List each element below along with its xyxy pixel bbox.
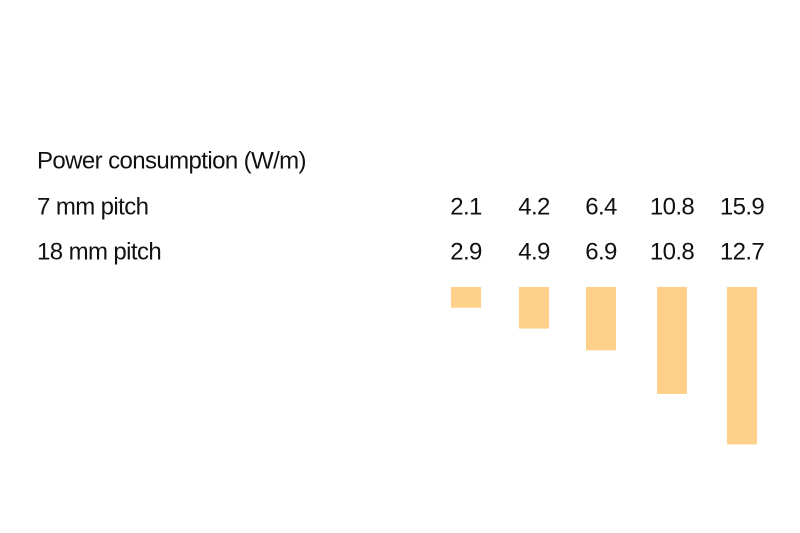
cell-value: 15.9 xyxy=(720,193,765,220)
cell-value: 4.2 xyxy=(518,193,550,220)
bar xyxy=(657,287,687,394)
cell-value: 6.9 xyxy=(585,238,617,265)
cell-value: 6.4 xyxy=(585,193,617,220)
bar xyxy=(727,287,757,445)
cell-value: 2.9 xyxy=(450,238,482,265)
cell-value: 10.8 xyxy=(650,193,695,220)
table-title: Power consumption (W/m) xyxy=(37,147,306,174)
cell-value: 10.8 xyxy=(650,238,695,265)
bar xyxy=(451,287,481,308)
cell-value: 12.7 xyxy=(720,238,765,265)
bar xyxy=(519,287,549,329)
row-label: 18 mm pitch xyxy=(37,238,161,265)
bar xyxy=(586,287,616,351)
row-label: 7 mm pitch xyxy=(37,193,148,220)
cell-value: 4.9 xyxy=(518,238,550,265)
cell-value: 2.1 xyxy=(450,193,482,220)
